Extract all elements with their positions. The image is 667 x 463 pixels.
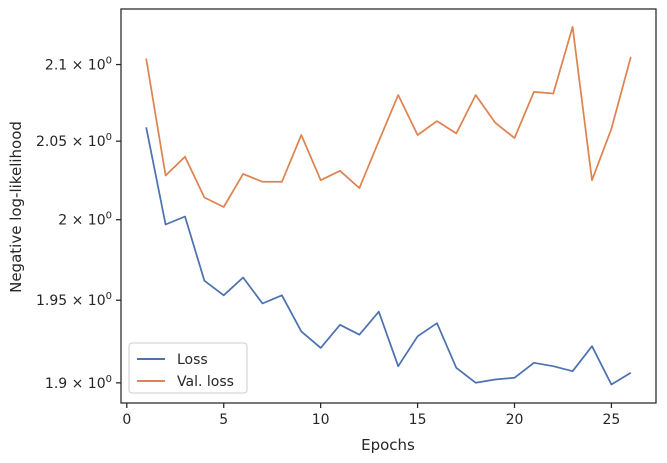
x-tick-label: 5: [219, 412, 228, 428]
y-axis: 1.9 × 100 1.95 × 100 2 × 100 2.05 × 100 2.1 …: [36, 56, 121, 392]
x-tick-label: 10: [312, 412, 330, 428]
legend-label-val-loss: Val. loss: [177, 374, 234, 390]
x-tick-label: 25: [603, 412, 621, 428]
x-axis-label: Epochs: [361, 436, 415, 454]
y-tick-label: 2.1 × 100: [45, 56, 112, 74]
y-tick-label: 1.95 × 100: [36, 291, 112, 309]
x-tick-label: 20: [506, 412, 524, 428]
y-tick-label: 1.9 × 100: [45, 374, 112, 392]
series-lines: [145, 26, 632, 386]
series-line-loss: [145, 127, 632, 386]
y-tick-label: 2.05 × 100: [36, 132, 112, 150]
legend: Loss Val. loss: [128, 342, 248, 394]
x-tick-label: 0: [122, 412, 131, 428]
x-axis: 0 5 10 15 20 25: [122, 403, 620, 428]
y-tick-label: 2 × 100: [58, 211, 112, 229]
y-axis-label: Negative log-likelihood: [7, 121, 25, 293]
legend-label-loss: Loss: [177, 352, 208, 368]
series-line-val-loss: [145, 26, 632, 208]
x-tick-label: 15: [409, 412, 427, 428]
